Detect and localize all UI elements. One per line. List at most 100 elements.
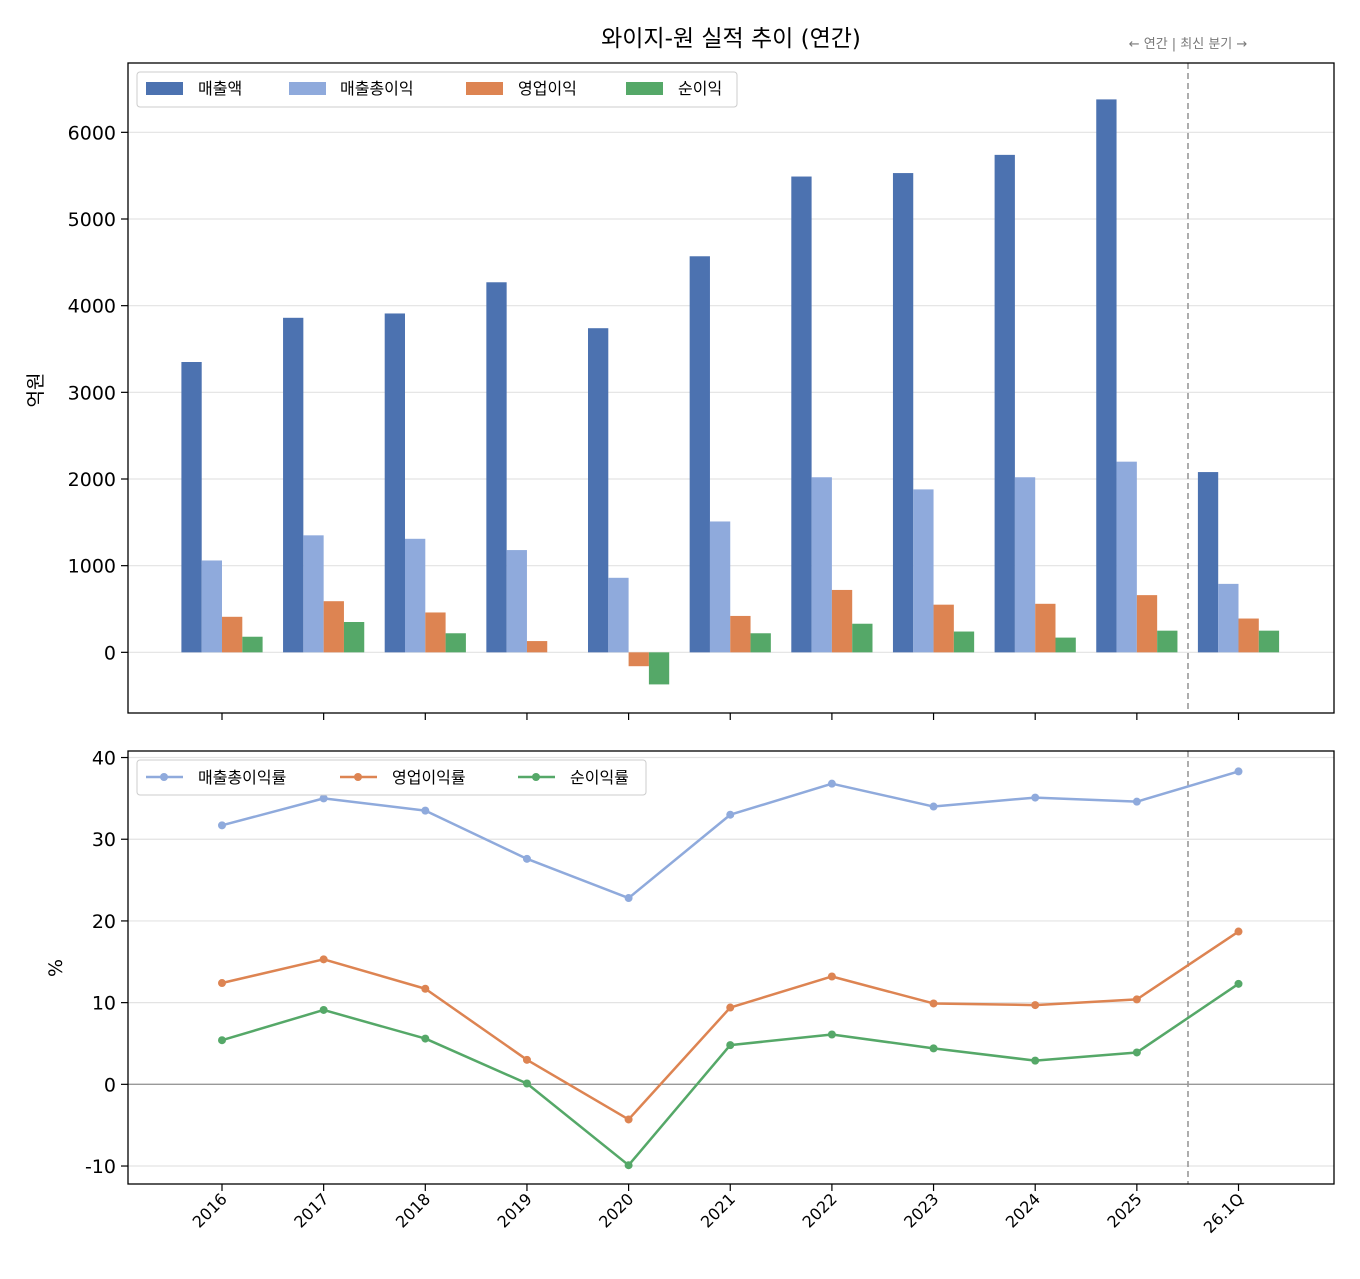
bar-3-2022 — [832, 590, 852, 652]
bar-1-2020 — [588, 328, 608, 652]
bar-2-2025 — [1117, 462, 1137, 653]
point-1-2017 — [320, 794, 328, 802]
bar-2-2017 — [303, 535, 323, 652]
bar-2-2021 — [710, 521, 730, 652]
bar-1-2019 — [486, 282, 506, 652]
point-2-2024 — [1031, 1001, 1039, 1009]
bottom-y-tick-label-40: 40 — [92, 748, 116, 770]
bar-3-2023 — [934, 605, 954, 653]
point-1-2025 — [1133, 798, 1141, 806]
legend-label-net-profit: 순이익 — [678, 79, 722, 98]
bar-3-2019 — [527, 641, 547, 652]
bottom-y-tick-label-0: 0 — [104, 1074, 116, 1096]
top-y-axis-label: 억원 — [25, 373, 47, 408]
bar-2-2019 — [507, 550, 527, 652]
point-1-2019 — [523, 855, 531, 863]
legend-swatch-gross-profit — [289, 82, 326, 95]
bottom-y-tick-label-20: 20 — [92, 911, 116, 933]
point-3-2020 — [625, 1161, 633, 1169]
bottom-y-axis-label: % — [45, 959, 67, 977]
point-2-2021 — [726, 1004, 734, 1012]
bar-1-2025 — [1096, 99, 1116, 652]
point-3-2017 — [320, 1006, 328, 1014]
period-annotation: ← 연간 | 최신 분기 → — [1129, 37, 1248, 52]
bar-2-2020 — [608, 578, 628, 653]
legend-label-net-margin: 순이익률 — [570, 768, 629, 787]
bar-1-2017 — [283, 318, 303, 653]
bar-4-2023 — [954, 632, 974, 653]
top-y-tick-label-4000: 4000 — [68, 296, 116, 318]
point-3-26-1q — [1235, 980, 1243, 988]
top-y-tick-label-3000: 3000 — [68, 382, 116, 404]
bar-1-2021 — [690, 256, 710, 652]
point-3-2024 — [1031, 1057, 1039, 1065]
legend-label-gross-profit: 매출총이익 — [340, 79, 414, 98]
bar-2-2022 — [812, 477, 832, 652]
bar-3-26-1q — [1239, 619, 1259, 653]
bar-1-26-1q — [1198, 472, 1218, 652]
bar-4-2025 — [1157, 631, 1177, 653]
legend-marker-operating-margin — [354, 773, 362, 781]
bottom-legend: 매출총이익률 영업이익률 순이익률 — [137, 760, 646, 795]
point-2-2025 — [1133, 995, 1141, 1003]
point-3-2023 — [930, 1044, 938, 1052]
bar-3-2020 — [629, 652, 649, 666]
legend-label-revenue: 매출액 — [198, 79, 242, 98]
bar-4-2024 — [1056, 638, 1076, 653]
legend-label-gross-margin: 매출총이익률 — [198, 768, 286, 787]
top-y-tick-label-5000: 5000 — [68, 209, 116, 231]
bar-4-2022 — [852, 624, 872, 653]
point-2-26-1q — [1235, 928, 1243, 936]
bar-3-2024 — [1035, 604, 1055, 653]
point-1-2018 — [421, 807, 429, 815]
point-2-2016 — [218, 979, 226, 987]
legend-swatch-revenue — [146, 82, 183, 95]
legend-label-operating-margin: 영업이익률 — [392, 768, 466, 787]
bottom-y-tick-label-10: -10 — [85, 1156, 116, 1178]
legend-label-operating-profit: 영업이익 — [518, 79, 577, 98]
point-2-2022 — [828, 972, 836, 980]
point-2-2020 — [625, 1115, 633, 1123]
top-y-tick-label-0: 0 — [104, 642, 116, 664]
bar-2-2018 — [405, 539, 425, 653]
point-1-2020 — [625, 894, 633, 902]
bar-1-2022 — [791, 177, 811, 653]
point-1-26-1q — [1235, 767, 1243, 775]
bar-1-2016 — [181, 362, 201, 652]
point-3-2025 — [1133, 1048, 1141, 1056]
point-2-2019 — [523, 1056, 531, 1064]
point-3-2016 — [218, 1036, 226, 1044]
bar-3-2025 — [1137, 595, 1157, 652]
bar-4-2021 — [751, 633, 771, 652]
point-1-2022 — [828, 780, 836, 788]
top-y-tick-label-2000: 2000 — [68, 469, 116, 491]
legend-marker-gross-margin — [160, 773, 168, 781]
bar-4-2018 — [446, 633, 466, 652]
bar-1-2018 — [385, 313, 405, 652]
bar-4-26-1q — [1259, 631, 1279, 653]
bar-4-2020 — [649, 652, 669, 684]
bar-2-2024 — [1015, 477, 1035, 652]
point-3-2022 — [828, 1030, 836, 1038]
point-1-2024 — [1031, 794, 1039, 802]
point-1-2023 — [930, 803, 938, 811]
point-1-2016 — [218, 821, 226, 829]
top-y-tick-label-1000: 1000 — [68, 556, 116, 578]
point-2-2017 — [320, 955, 328, 963]
point-2-2018 — [421, 985, 429, 993]
bar-3-2018 — [425, 612, 445, 652]
point-3-2018 — [421, 1035, 429, 1043]
bar-3-2021 — [730, 616, 750, 652]
top-legend: 매출액 매출총이익 영업이익 순이익 — [137, 72, 737, 107]
point-1-2021 — [726, 811, 734, 819]
point-2-2023 — [930, 999, 938, 1007]
bar-4-2016 — [242, 637, 262, 653]
bar-2-2016 — [202, 560, 222, 652]
bottom-y-tick-label-10: 10 — [92, 993, 116, 1015]
chart-title: 와이지-원 실적 추이 (연간) — [601, 26, 861, 52]
bar-1-2024 — [995, 155, 1015, 652]
bar-1-2023 — [893, 173, 913, 652]
point-3-2021 — [726, 1041, 734, 1049]
legend-marker-net-margin — [532, 773, 540, 781]
